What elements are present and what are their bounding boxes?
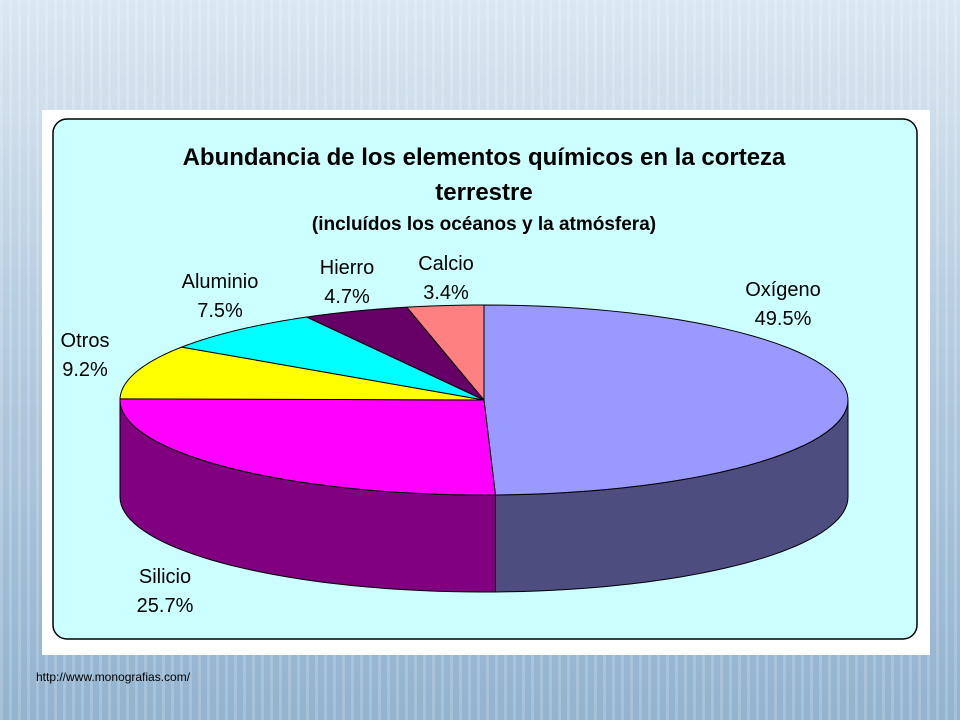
- chart-title: Abundancia de los elementos químicos en …: [182, 144, 786, 206]
- pie-slice: [179, 316, 485, 401]
- slice-label: Otros: [60, 330, 110, 352]
- source: http://www.monografias.com/: [36, 670, 191, 684]
- pie-slice: [119, 398, 496, 496]
- pie-slice: [119, 346, 485, 401]
- value-label: 3.4%: [423, 282, 469, 304]
- slice-label: Oxígeno: [745, 279, 821, 301]
- slice-label: Aluminio: [181, 271, 259, 293]
- value-label: 4.7%: [324, 286, 370, 308]
- slice-label: Calcio: [418, 253, 474, 275]
- value-label: 49.5%: [754, 308, 812, 330]
- slice-label: Hierro: [319, 257, 375, 279]
- pie-slice: [483, 304, 849, 496]
- pie-slice: [304, 306, 485, 401]
- value-label: 25.7%: [136, 595, 194, 617]
- pie-slice: [405, 304, 485, 402]
- slice-label: Silicio: [138, 566, 192, 588]
- value-label: 9.2%: [62, 359, 108, 381]
- value-label: 7.5%: [197, 300, 243, 322]
- chart-subtitle: (incluídos los océanos y la atmósfera): [311, 214, 657, 235]
